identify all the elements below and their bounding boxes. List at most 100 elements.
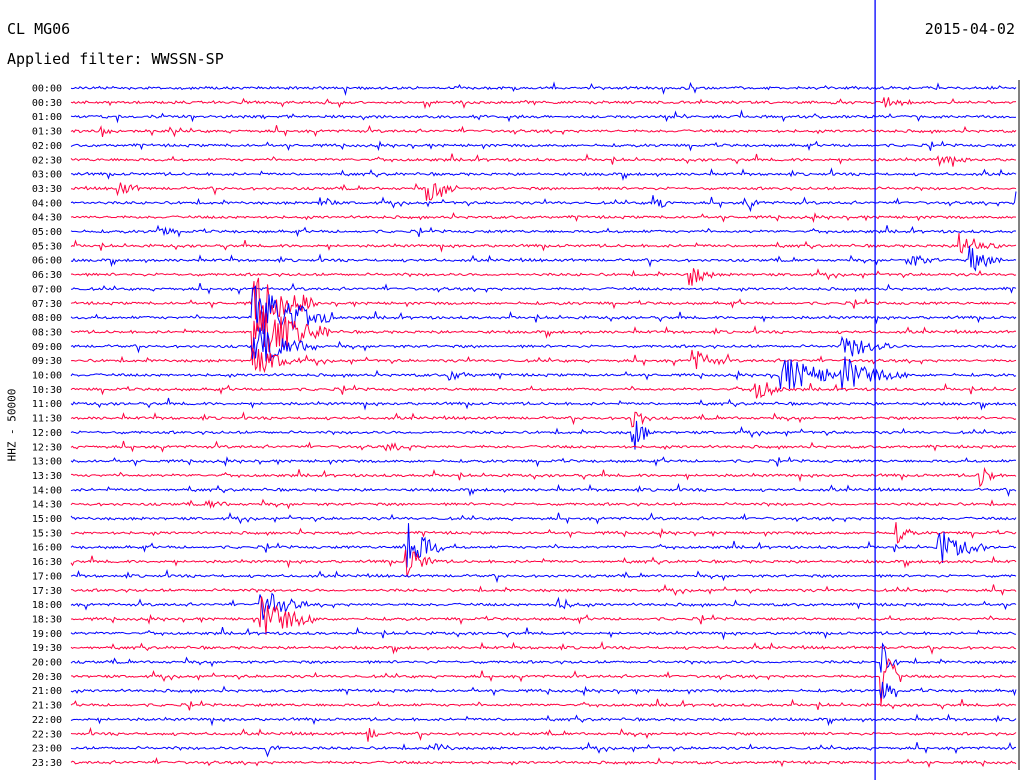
row-time-label: 05:30: [32, 241, 62, 252]
row-time-label: 03:30: [32, 184, 62, 195]
row-time-label: 01:00: [32, 112, 62, 123]
trace-line-0030: [70, 97, 1017, 110]
trace-line-0700: [70, 282, 1017, 295]
row-time-label: 12:00: [32, 428, 62, 439]
trace-line-0830: [70, 309, 1017, 366]
row-time-label: 00:00: [32, 84, 62, 95]
trace-line-0130: [70, 124, 1017, 138]
row-time-label: 20:30: [32, 672, 62, 683]
trace-line-0100: [70, 109, 1017, 124]
trace-line-1600: [70, 523, 1017, 568]
row-time-label: 14:00: [32, 485, 62, 496]
row-time-label: 10:30: [32, 385, 62, 396]
trace-line-2100: [70, 681, 1017, 700]
trace-line-1530: [70, 522, 1017, 544]
trace-line-0400: [70, 191, 1017, 213]
row-time-label: 03:00: [32, 170, 62, 181]
trace-line-0300: [71, 167, 1017, 181]
trace-line-1400: [70, 482, 1017, 498]
row-time-label: 04:30: [32, 213, 62, 224]
row-time-label: 15:30: [32, 528, 62, 539]
row-time-label: 23:00: [32, 744, 62, 755]
row-time-label: 22:30: [32, 729, 62, 740]
tick-label-group: 00:00 00:30 01:00 01:30 02:00 02:30 03:00 03:30…: [32, 84, 62, 769]
row-time-label: 21:00: [32, 686, 62, 697]
row-time-label: 11:00: [32, 399, 62, 410]
trace-line-1330: [71, 466, 1017, 488]
trace-line-0500: [70, 224, 1017, 238]
row-time-label: 10:00: [32, 371, 62, 382]
row-time-label: 14:30: [32, 500, 62, 511]
row-time-label: 05:00: [32, 227, 62, 238]
trace-line-1830: [70, 596, 1017, 635]
row-time-label: 19:30: [32, 643, 62, 654]
trace-line-0630: [70, 268, 1017, 286]
trace-line-1230: [70, 440, 1017, 453]
trace-line-2230: [70, 726, 1017, 742]
row-time-label: 06:00: [32, 256, 62, 267]
row-time-label: 16:00: [32, 543, 62, 554]
trace-line-2130: [70, 698, 1017, 711]
row-time-label: 23:30: [32, 758, 62, 769]
trace-line-1000: [70, 356, 1017, 391]
row-time-label: 11:30: [32, 414, 62, 425]
row-time-label: 13:30: [32, 471, 62, 482]
trace-line-0600: [70, 245, 1017, 272]
trace-line-0930: [70, 347, 1017, 374]
row-time-label: 07:00: [32, 284, 62, 295]
trace-line-2030: [71, 657, 1017, 706]
row-time-label: 01:30: [32, 127, 62, 138]
row-time-label: 06:30: [32, 270, 62, 281]
filter-label: Applied filter: WWSSN-SP: [7, 50, 224, 68]
trace-line-2300: [70, 741, 1017, 758]
trace-group: [70, 81, 1017, 768]
trace-line-1130: [70, 411, 1017, 428]
row-time-label: 02:00: [32, 141, 62, 152]
trace-line-0730: [70, 277, 1017, 324]
trace-line-0430: [70, 211, 1017, 223]
trace-line-1800: [70, 592, 1017, 621]
trace-line-2200: [70, 713, 1017, 727]
row-time-label: 16:30: [32, 557, 62, 568]
trace-line-2000: [70, 642, 1017, 673]
trace-line-0200: [70, 140, 1017, 152]
row-time-label: 21:30: [32, 701, 62, 712]
row-time-label: 20:00: [32, 658, 62, 669]
trace-line-0900: [70, 327, 1017, 362]
row-time-label: 19:00: [32, 629, 62, 640]
row-time-label: 18:00: [32, 600, 62, 611]
trace-line-0230: [70, 153, 1017, 167]
trace-line-1200: [70, 420, 1017, 450]
row-time-label: 02:30: [32, 155, 62, 166]
trace-line-1930: [70, 640, 1017, 655]
trace-line-0000: [70, 81, 1017, 96]
trace-line-0530: [70, 232, 1017, 254]
station-label: CL MG06: [7, 20, 71, 38]
row-time-label: 13:00: [32, 457, 62, 468]
row-time-label: 09:30: [32, 356, 62, 367]
row-time-label: 12:30: [32, 442, 62, 453]
trace-line-0330: [70, 182, 1017, 201]
trace-line-1700: [70, 569, 1017, 584]
row-time-label: 08:30: [32, 327, 62, 338]
row-time-label: 08:00: [32, 313, 62, 324]
row-time-label: 17:00: [32, 571, 62, 582]
row-time-label: 22:00: [32, 715, 62, 726]
trace-line-1900: [70, 626, 1017, 641]
row-time-label: 09:00: [32, 342, 62, 353]
date-label: 2015-04-02: [924, 20, 1015, 38]
row-time-label: 15:00: [32, 514, 62, 525]
row-time-label: 07:30: [32, 299, 62, 310]
row-time-label: 18:30: [32, 614, 62, 625]
trace-line-1100: [70, 397, 1017, 411]
trace-line-1730: [71, 583, 1017, 596]
row-time-label: 00:30: [32, 98, 62, 109]
trace-line-1500: [70, 512, 1017, 525]
trace-line-1030: [70, 382, 1017, 399]
trace-line-1300: [70, 456, 1017, 468]
row-time-label: 04:00: [32, 198, 62, 209]
trace-line-0800: [70, 285, 1017, 335]
trace-line-2330: [70, 757, 1017, 768]
trace-line-1630: [70, 549, 1017, 577]
